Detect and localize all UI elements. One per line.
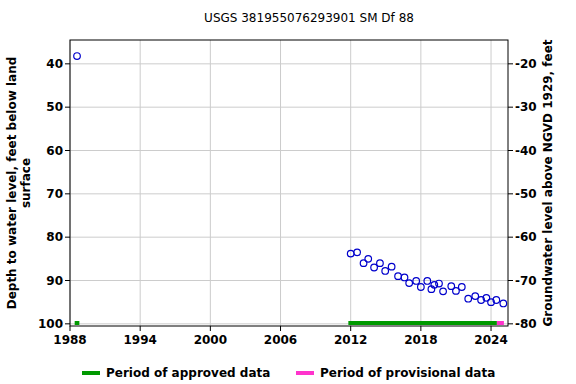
- grid-line: [70, 63, 508, 64]
- grid-line: [210, 40, 211, 326]
- data-point: [493, 297, 500, 304]
- tick: [65, 150, 70, 151]
- data-point: [440, 288, 447, 295]
- tick-label: 1988: [53, 333, 86, 347]
- tick-label: 2000: [194, 333, 227, 347]
- legend-swatch: [82, 371, 100, 375]
- tick-label: 100: [38, 317, 63, 331]
- tick: [508, 280, 513, 281]
- data-point: [413, 278, 420, 285]
- data-point: [500, 300, 507, 307]
- tick: [508, 107, 513, 108]
- tick-label: -80: [515, 317, 537, 331]
- tick: [491, 326, 492, 331]
- legend-label: Period of provisional data: [320, 366, 495, 380]
- tick: [210, 326, 211, 331]
- tick-label: 70: [46, 187, 63, 201]
- tick: [65, 323, 70, 324]
- background: [0, 0, 576, 384]
- tick-label: -30: [515, 100, 537, 114]
- data-point: [395, 273, 402, 280]
- grid-line: [350, 40, 351, 326]
- data-point: [401, 274, 408, 281]
- data-point: [406, 280, 413, 287]
- grid-line: [70, 280, 508, 281]
- tick-label: 40: [46, 57, 63, 71]
- tick-label: -40: [515, 144, 537, 158]
- data-point: [459, 284, 466, 291]
- tick: [420, 326, 421, 331]
- tick: [350, 326, 351, 331]
- data-point: [418, 284, 425, 291]
- chart: USGS 381955076293901 SM Df 88 1988 1994 200…: [0, 0, 576, 384]
- title: USGS 381955076293901 SM Df 88: [204, 11, 414, 25]
- data-point: [377, 260, 384, 267]
- grid-line: [70, 323, 508, 324]
- axis-label: Depth to water level, feet below landsur…: [5, 57, 33, 310]
- tick: [65, 193, 70, 194]
- tick: [508, 237, 513, 238]
- period-bar: [348, 321, 497, 325]
- tick: [65, 280, 70, 281]
- tick-label: -60: [515, 230, 537, 244]
- tick: [508, 150, 513, 151]
- tick-label: 60: [46, 144, 63, 158]
- axis-label-line: Depth to water level, feet below land: [5, 57, 19, 310]
- data-point: [465, 295, 472, 302]
- data-point: [74, 53, 81, 60]
- tick: [508, 193, 513, 194]
- grid-line: [70, 237, 508, 238]
- data-point: [365, 256, 372, 263]
- data-point: [388, 263, 395, 270]
- data-point: [436, 280, 443, 287]
- legend-swatch: [296, 371, 314, 375]
- tick-label: 2018: [404, 333, 437, 347]
- data-point: [371, 264, 378, 271]
- tick-label: -70: [515, 274, 537, 288]
- legend-label: Period of approved data: [106, 366, 270, 380]
- tick-label: 2012: [334, 333, 367, 347]
- axis-label-line: surface: [19, 158, 33, 208]
- tick: [65, 107, 70, 108]
- grid-line: [70, 150, 508, 151]
- tick: [280, 326, 281, 331]
- grid-line: [70, 107, 508, 108]
- period-bar: [75, 321, 80, 325]
- data-point: [347, 250, 354, 257]
- tick-label: -50: [515, 187, 537, 201]
- grid-line: [70, 193, 508, 194]
- tick: [508, 323, 513, 324]
- tick-label: -20: [515, 57, 537, 71]
- axis-label: Groundwater level above NGVD 1929, feet: [541, 39, 555, 326]
- tick-label: 2024: [474, 333, 507, 347]
- data-point: [382, 268, 389, 275]
- tick-label: 80: [46, 230, 63, 244]
- tick: [65, 63, 70, 64]
- tick: [140, 326, 141, 331]
- period-bar: [497, 321, 504, 325]
- plot-area: [74, 53, 507, 323]
- tick-label: 1994: [123, 333, 156, 347]
- tick-label: 90: [46, 274, 63, 288]
- grid-line: [140, 40, 141, 326]
- tick: [65, 237, 70, 238]
- plot-frame: [70, 40, 508, 326]
- tick-label: 2006: [264, 333, 297, 347]
- tick-label: 50: [46, 100, 63, 114]
- data-point: [354, 249, 361, 256]
- tick: [508, 63, 513, 64]
- data-point: [424, 278, 431, 285]
- tick: [70, 326, 71, 331]
- grid-line: [491, 40, 492, 326]
- grid-line: [280, 40, 281, 326]
